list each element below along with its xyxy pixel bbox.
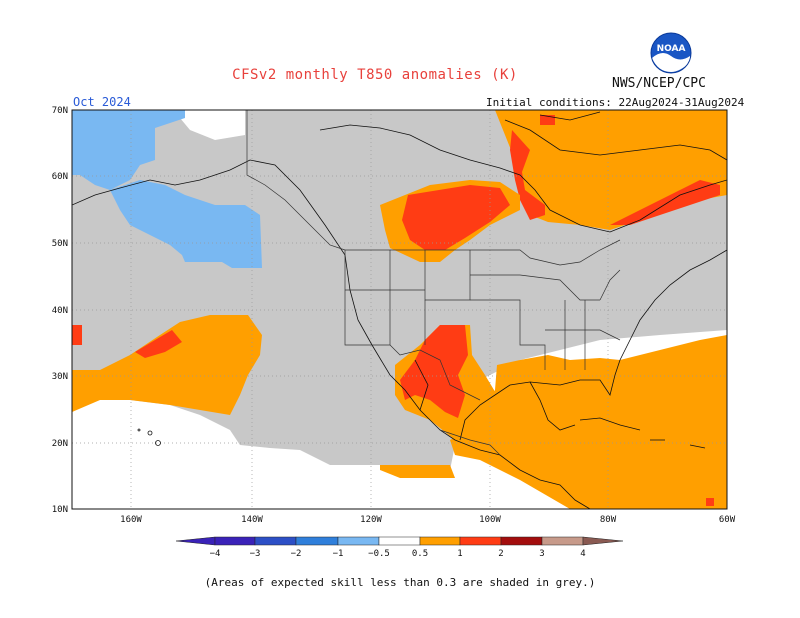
colorbar-bin-neg1: [337, 536, 380, 546]
colorbar-label: 1: [457, 549, 462, 559]
color-bar: [175, 536, 624, 546]
lon-label-160w: 160W: [120, 515, 142, 525]
coastlines: [72, 111, 727, 509]
lon-label-140w: 140W: [241, 515, 263, 525]
strong-warm-patch-baffin: [540, 115, 555, 125]
colorbar-bin-neutral: [378, 536, 421, 546]
colorbar-label: 3: [539, 549, 544, 559]
map-frame: [71, 109, 728, 510]
strong-warm-anomaly-east-pacific: [135, 330, 182, 358]
initial-conditions-label: Initial conditions: 22Aug2024-31Aug2024: [486, 96, 745, 109]
warm-anomaly-gulf-atlantic: [450, 335, 727, 509]
lat-label-60: 60N: [52, 172, 68, 182]
colorbar-arrow-high: [582, 536, 624, 546]
colorbar-bin-neg3: [254, 536, 297, 546]
white-gap-alaska: [180, 110, 245, 140]
strong-warm-anomaly-northeast-strip: [510, 130, 545, 220]
political-boundaries: [246, 110, 621, 456]
lat-label-70: 70N: [52, 106, 68, 116]
lon-label-120w: 120W: [360, 515, 382, 525]
lat-label-10: 10N: [52, 505, 68, 515]
warm-anomaly-east-pacific: [72, 315, 262, 415]
lat-label-40: 40N: [52, 306, 68, 316]
colorbar-bin-neg4: [214, 536, 256, 546]
footnote: (Areas of expected skill less than 0.3 a…: [204, 576, 596, 589]
lon-label-100w: 100W: [479, 515, 501, 525]
strong-warm-anomaly-southwest: [400, 325, 468, 418]
agency-label: NWS/NCEP/CPC: [612, 76, 706, 91]
colorbar-label: −2: [291, 549, 302, 559]
cool-anomaly-alaska-west: [72, 110, 185, 190]
latitude-labels: 70N 60N 50N 40N 30N 20N 10N: [52, 106, 68, 515]
lat-label-30: 30N: [52, 372, 68, 382]
colorbar-bin-neg2: [295, 536, 339, 546]
lat-label-50: 50N: [52, 239, 68, 249]
colorbar-bin-pos05: [419, 536, 461, 546]
colorbar-label: 0.5: [412, 549, 428, 559]
colorbar-label: −1: [333, 549, 344, 559]
map-title: CFSv2 monthly T850 anomalies (K): [232, 67, 518, 83]
colorbar-label: −4: [210, 549, 221, 559]
colorbar-label: 4: [580, 549, 585, 559]
colorbar-bin-pos2: [500, 536, 543, 546]
lon-label-80w: 80W: [600, 515, 617, 525]
lon-label-60w: 60W: [719, 515, 736, 525]
lat-label-20: 20N: [52, 439, 68, 449]
graticule: [72, 110, 727, 509]
colorbar-arrow-low: [175, 536, 216, 546]
colorbar-labels: −4 −3 −2 −1 −0.5 0.5 1 2 3 4: [210, 549, 586, 559]
strong-warm-patch-caribbean: [706, 498, 714, 506]
noaa-logo-icon: NOAA: [650, 32, 692, 74]
strong-warm-anomaly-western-canada: [402, 185, 510, 250]
strong-warm-patch-west-edge: [72, 325, 82, 345]
colorbar-bin-pos1: [459, 536, 502, 546]
longitude-labels: 160W 140W 120W 100W 80W 60W: [120, 515, 736, 525]
colorbar-bin-pos3: [541, 536, 584, 546]
valid-month-label: Oct 2024: [73, 95, 131, 109]
colorbar-label: 2: [498, 549, 503, 559]
map-panel: [72, 110, 727, 509]
colorbar-label: −3: [250, 549, 261, 559]
logo-text: NOAA: [657, 44, 686, 54]
warm-anomaly-mexico-pacific-coast: [380, 465, 455, 478]
cool-anomaly-gulf-of-alaska: [110, 180, 262, 268]
colorbar-label: −0.5: [368, 549, 390, 559]
